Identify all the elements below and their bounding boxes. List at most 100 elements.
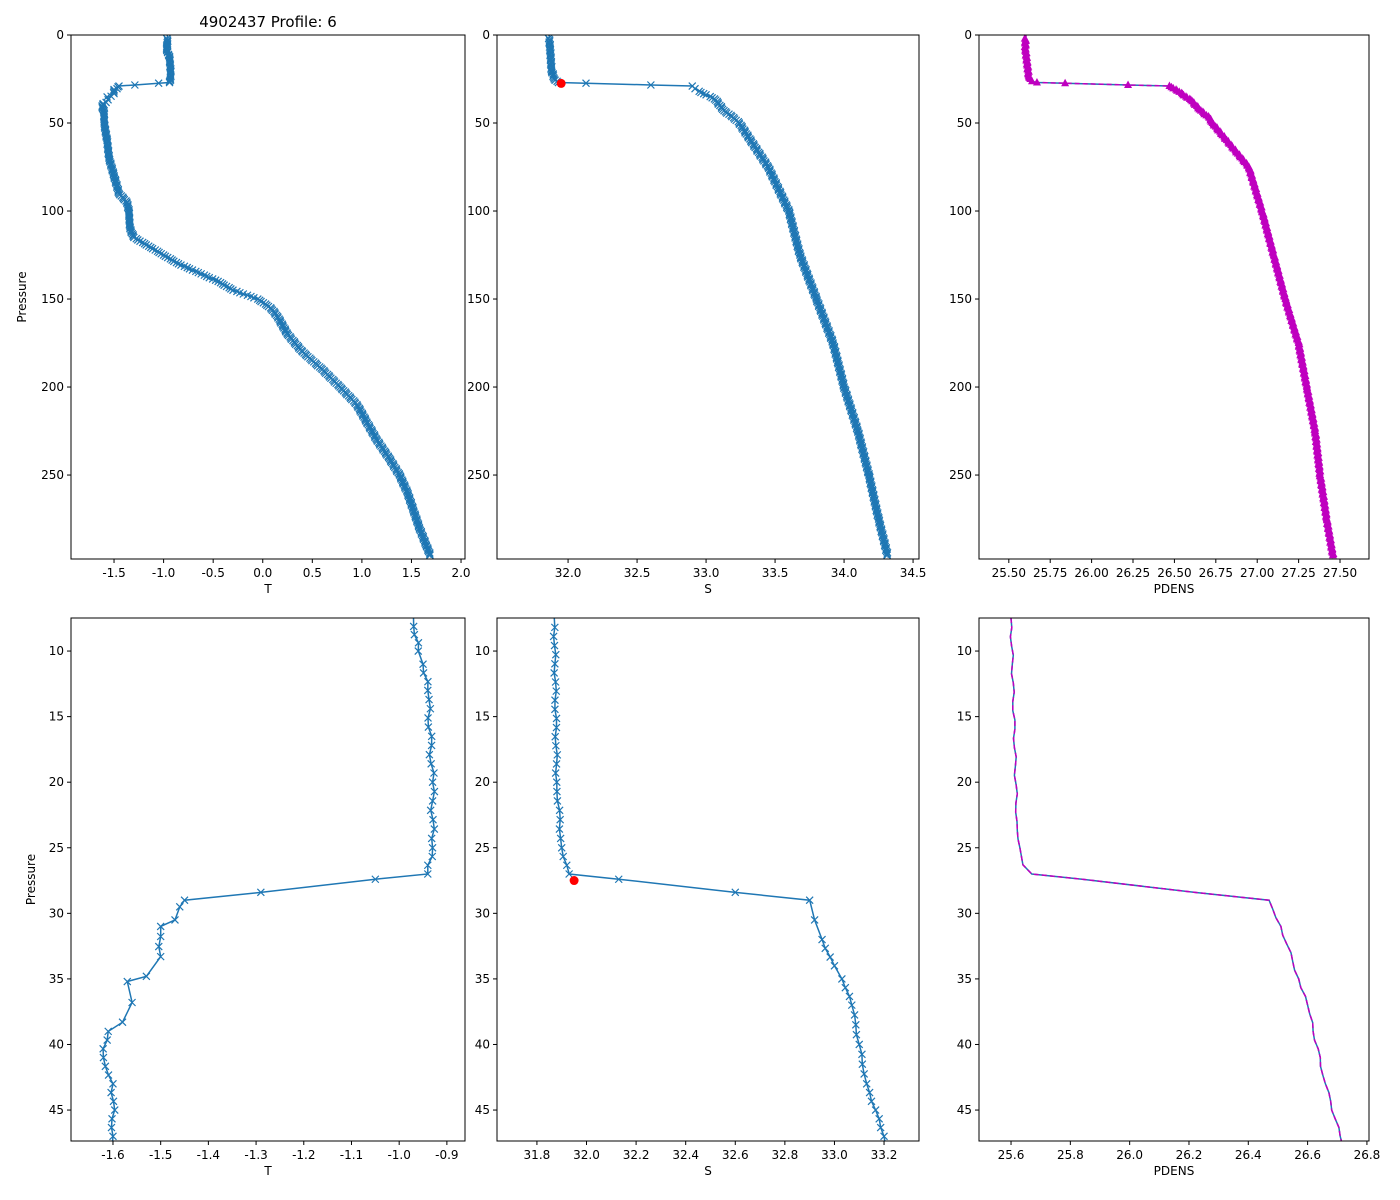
data-point (550, 641, 559, 650)
data-point (810, 915, 819, 924)
data-point (423, 870, 432, 878)
data-point (552, 723, 561, 732)
data-point (847, 1001, 856, 1010)
x-tick-label: 25.8 (1057, 1148, 1084, 1162)
data-point (430, 769, 438, 777)
data-point (118, 1018, 127, 1027)
data-point (104, 1027, 113, 1036)
data-point (850, 1011, 859, 1019)
data-point (414, 647, 423, 655)
y-tick-label: 30 (49, 906, 64, 920)
data-point (556, 834, 565, 843)
data-point (552, 760, 561, 768)
data-point (428, 852, 437, 861)
y-tick-label: 150 (949, 292, 972, 306)
data-point (805, 896, 814, 905)
data-point (429, 815, 437, 824)
data-point (419, 668, 428, 677)
data-point (151, 246, 160, 254)
x-tick-label: 26.6 (1294, 1148, 1321, 1162)
figure-title: 4902437 Profile: 6 (199, 13, 337, 31)
y-axis-label: Pressure (24, 854, 38, 905)
data-point (156, 922, 165, 931)
data-point (845, 992, 854, 1001)
data-point (871, 1106, 880, 1114)
data-point (130, 81, 139, 89)
x-tick-label: 26.8 (1354, 1148, 1381, 1162)
data-point (825, 328, 833, 336)
data-point (841, 983, 850, 992)
data-point (867, 1097, 876, 1106)
highlight-point (556, 78, 566, 88)
data-point (755, 149, 764, 158)
data-point (109, 1132, 117, 1141)
plot-area (98, 34, 434, 560)
data-point (552, 687, 561, 696)
data-point (392, 464, 400, 473)
data-point (109, 88, 118, 97)
data-point (123, 977, 132, 986)
x-tick-label: 26.75 (1199, 566, 1233, 580)
y-tick-label: 45 (475, 1103, 490, 1117)
y-tick-label: 45 (49, 1103, 64, 1117)
data-point (770, 175, 779, 184)
data-point (852, 1030, 861, 1039)
data-point (107, 1123, 116, 1132)
y-tick-label: 50 (49, 116, 64, 130)
axes-frame (978, 617, 1370, 1142)
data-point (368, 427, 377, 435)
data-point (423, 677, 432, 686)
data-point (1061, 78, 1070, 87)
y-tick-label: 15 (957, 710, 972, 724)
x-tick-label: 1.0 (352, 566, 371, 580)
y-tick-label: 250 (467, 468, 490, 482)
data-point (424, 714, 432, 722)
data-point (778, 193, 787, 202)
data-point (410, 630, 419, 639)
data-point (427, 741, 436, 750)
series-line-S (552, 617, 886, 1142)
x-tick-label: 31.8 (524, 1148, 551, 1162)
x-tick-label: 26.2 (1176, 1148, 1203, 1162)
data-point (865, 1088, 874, 1097)
x-tick-label: 32.2 (623, 1148, 650, 1162)
plot-area (1009, 618, 1343, 1142)
y-tick-label: 100 (949, 204, 972, 218)
data-point (565, 870, 574, 878)
x-tick-label: -1.0 (387, 1148, 410, 1162)
x-tick-label: 26.25 (1116, 566, 1150, 580)
data-point (758, 154, 767, 163)
data-point (738, 122, 746, 131)
x-tick-label: 32.8 (772, 1148, 799, 1162)
data-point (551, 732, 560, 741)
data-point (415, 523, 424, 532)
data-point (200, 271, 209, 280)
x-tick-label: -1.0 (152, 566, 175, 580)
y-tick-label: 35 (475, 972, 490, 986)
data-point (276, 316, 285, 325)
data-point (1032, 78, 1041, 86)
x-axis-label: S (704, 582, 712, 596)
data-point (582, 79, 590, 88)
data-point (426, 806, 435, 815)
highlight-point (569, 876, 579, 886)
subplot-3: 25.50 25.75 26.00 26.25 26.50 26.75 27.00 27.25… (949, 28, 1370, 596)
subplot-1: -1.5 -1.0 -0.5 0.0 0.5 1.0 1.5 2.0 0 50 100 150 200 2… (15, 28, 471, 596)
axes-frame (70, 34, 466, 560)
data-point (427, 732, 436, 741)
data-point (109, 1097, 118, 1106)
data-point (371, 875, 380, 884)
data-point (553, 787, 561, 796)
data-point (875, 1114, 884, 1123)
x-tick-label: 1.5 (402, 566, 421, 580)
data-point (551, 678, 560, 686)
data-point (425, 551, 434, 560)
data-point (191, 267, 200, 276)
y-tick-label: 20 (957, 775, 972, 789)
x-tick-label: -1.5 (149, 1148, 172, 1162)
x-tick-label: 32.6 (722, 1148, 749, 1162)
data-point (99, 1053, 108, 1062)
data-point (171, 915, 179, 924)
y-tick-label: 30 (957, 906, 972, 920)
data-point (708, 93, 717, 102)
